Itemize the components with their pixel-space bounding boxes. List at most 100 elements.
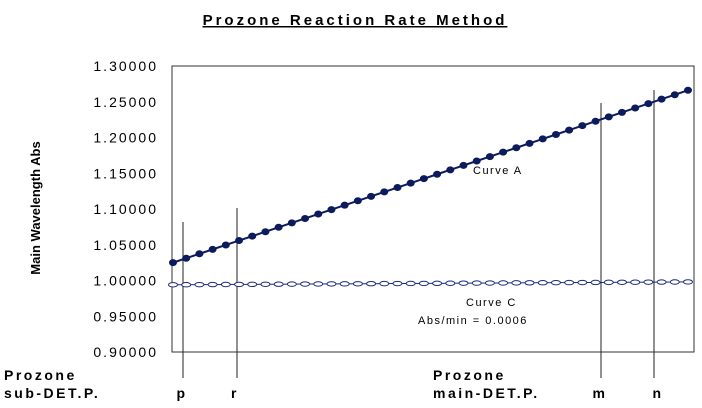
data-point-curve-a bbox=[657, 95, 666, 103]
data-point-curve-a bbox=[433, 170, 442, 178]
data-point-curve-c bbox=[339, 281, 350, 287]
data-point-curve-a bbox=[644, 100, 653, 108]
curve-c-label: Curve C bbox=[466, 297, 517, 309]
data-point-curve-c bbox=[445, 280, 456, 286]
y-tick-label: 1.15000 bbox=[93, 165, 158, 181]
data-point-curve-c bbox=[220, 281, 231, 288]
data-point-curve-a bbox=[274, 223, 283, 231]
data-point-curve-a bbox=[684, 86, 692, 94]
data-point-curve-a bbox=[380, 188, 389, 196]
data-point-curve-a bbox=[208, 245, 217, 253]
data-point-curve-a bbox=[261, 228, 270, 236]
data-point-curve-a bbox=[301, 214, 310, 222]
data-point-curve-c bbox=[168, 282, 178, 288]
data-point-curve-c bbox=[630, 279, 641, 285]
data-point-curve-a bbox=[472, 157, 481, 165]
data-point-curve-c bbox=[603, 279, 614, 286]
data-point-curve-c bbox=[300, 281, 311, 287]
data-point-curve-c bbox=[326, 281, 337, 287]
y-axis-ticks: 1.30000 1.25000 1.20000 1.15000 1.10000 1.050… bbox=[93, 58, 158, 360]
data-point-curve-c bbox=[550, 279, 561, 286]
y-tick-label: 1.10000 bbox=[93, 201, 158, 217]
marker-label-m: m bbox=[593, 385, 608, 401]
prozone-sub-label-line1: Prozone bbox=[4, 367, 77, 383]
data-point-curve-a bbox=[591, 117, 600, 125]
data-point-curve-a bbox=[393, 184, 402, 192]
y-tick-label: 1.20000 bbox=[93, 130, 158, 146]
data-point-curve-a bbox=[499, 148, 508, 156]
data-point-curve-a bbox=[248, 232, 257, 240]
data-point-curve-c bbox=[313, 281, 324, 287]
chart-title: Prozone Reaction Rate Method bbox=[203, 12, 508, 29]
data-point-curve-c bbox=[392, 280, 403, 287]
data-point-curve-a bbox=[446, 166, 455, 174]
data-point-curve-a bbox=[327, 206, 336, 214]
data-point-curve-c bbox=[590, 279, 601, 286]
data-point-curve-c bbox=[418, 280, 429, 287]
data-point-curve-a bbox=[221, 241, 230, 249]
data-point-curve-a bbox=[314, 210, 323, 218]
data-point-curve-a bbox=[485, 153, 494, 161]
data-point-curve-a bbox=[459, 161, 468, 169]
data-point-curve-a bbox=[604, 113, 613, 121]
y-tick-label: 0.90000 bbox=[93, 344, 158, 360]
data-point-curve-a bbox=[631, 104, 640, 112]
data-point-curve-a bbox=[406, 179, 415, 187]
data-point-curve-a bbox=[617, 108, 626, 116]
marker-label-n: n bbox=[652, 385, 663, 401]
data-point-curve-c bbox=[234, 281, 245, 288]
y-tick-label: 1.30000 bbox=[93, 58, 158, 74]
y-tick-label: 1.25000 bbox=[93, 94, 158, 110]
data-point-curve-c bbox=[683, 279, 693, 285]
data-point-curve-c bbox=[616, 279, 627, 285]
y-tick-label: 0.95000 bbox=[93, 308, 158, 324]
data-point-curve-a bbox=[525, 139, 534, 147]
data-point-curve-a bbox=[169, 259, 177, 267]
data-point-curve-c bbox=[273, 281, 284, 287]
data-point-curve-c bbox=[260, 281, 271, 287]
data-point-curve-a bbox=[367, 192, 376, 200]
data-point-curve-a bbox=[353, 197, 362, 205]
data-point-curve-c bbox=[577, 279, 588, 286]
data-point-curve-c bbox=[537, 280, 548, 286]
data-point-curve-c bbox=[286, 281, 297, 287]
data-point-curve-a bbox=[195, 250, 204, 258]
data-point-curve-a bbox=[419, 175, 428, 183]
data-point-curve-a bbox=[512, 144, 521, 152]
data-point-curve-c bbox=[458, 280, 469, 286]
prozone-sub-label-line2: sub-DET.P. bbox=[4, 385, 100, 401]
data-point-curve-c bbox=[432, 280, 443, 287]
plot-area bbox=[171, 65, 695, 353]
series-line-curve-a bbox=[172, 89, 689, 264]
data-point-curve-a bbox=[551, 130, 560, 138]
data-point-curve-c bbox=[194, 281, 205, 288]
y-tick-label: 1.05000 bbox=[93, 237, 158, 253]
curve-a-label: Curve A bbox=[473, 165, 523, 177]
prozone-main-label-line1: Prozone bbox=[433, 367, 506, 383]
data-point-curve-c bbox=[564, 279, 575, 286]
data-point-curve-a bbox=[287, 219, 296, 227]
data-point-curve-c bbox=[484, 280, 495, 286]
curve-c-rate-label: Abs/min = 0.0006 bbox=[418, 315, 528, 327]
data-point-curve-a bbox=[182, 254, 191, 262]
series-line-curve-c bbox=[172, 281, 689, 286]
data-point-curve-c bbox=[643, 279, 654, 285]
y-tick-label: 1.00000 bbox=[93, 273, 158, 289]
data-point-curve-c bbox=[379, 280, 390, 287]
prozone-main-label-line2: main-DET.P. bbox=[433, 385, 540, 401]
data-point-curve-c bbox=[207, 281, 218, 288]
data-point-curve-c bbox=[352, 281, 363, 287]
marker-lines bbox=[182, 90, 655, 378]
data-point-curve-c bbox=[511, 280, 522, 286]
data-point-curve-a bbox=[235, 237, 244, 245]
data-point-curve-c bbox=[524, 280, 535, 286]
marker-label-p: p bbox=[176, 385, 187, 401]
data-point-curve-c bbox=[181, 282, 192, 288]
data-point-curve-c bbox=[405, 280, 416, 287]
data-point-curve-c bbox=[366, 280, 377, 287]
data-point-curve-a bbox=[670, 91, 679, 99]
data-point-curve-c bbox=[498, 280, 509, 286]
data-point-curve-a bbox=[578, 122, 587, 130]
data-point-curve-c bbox=[471, 280, 482, 286]
